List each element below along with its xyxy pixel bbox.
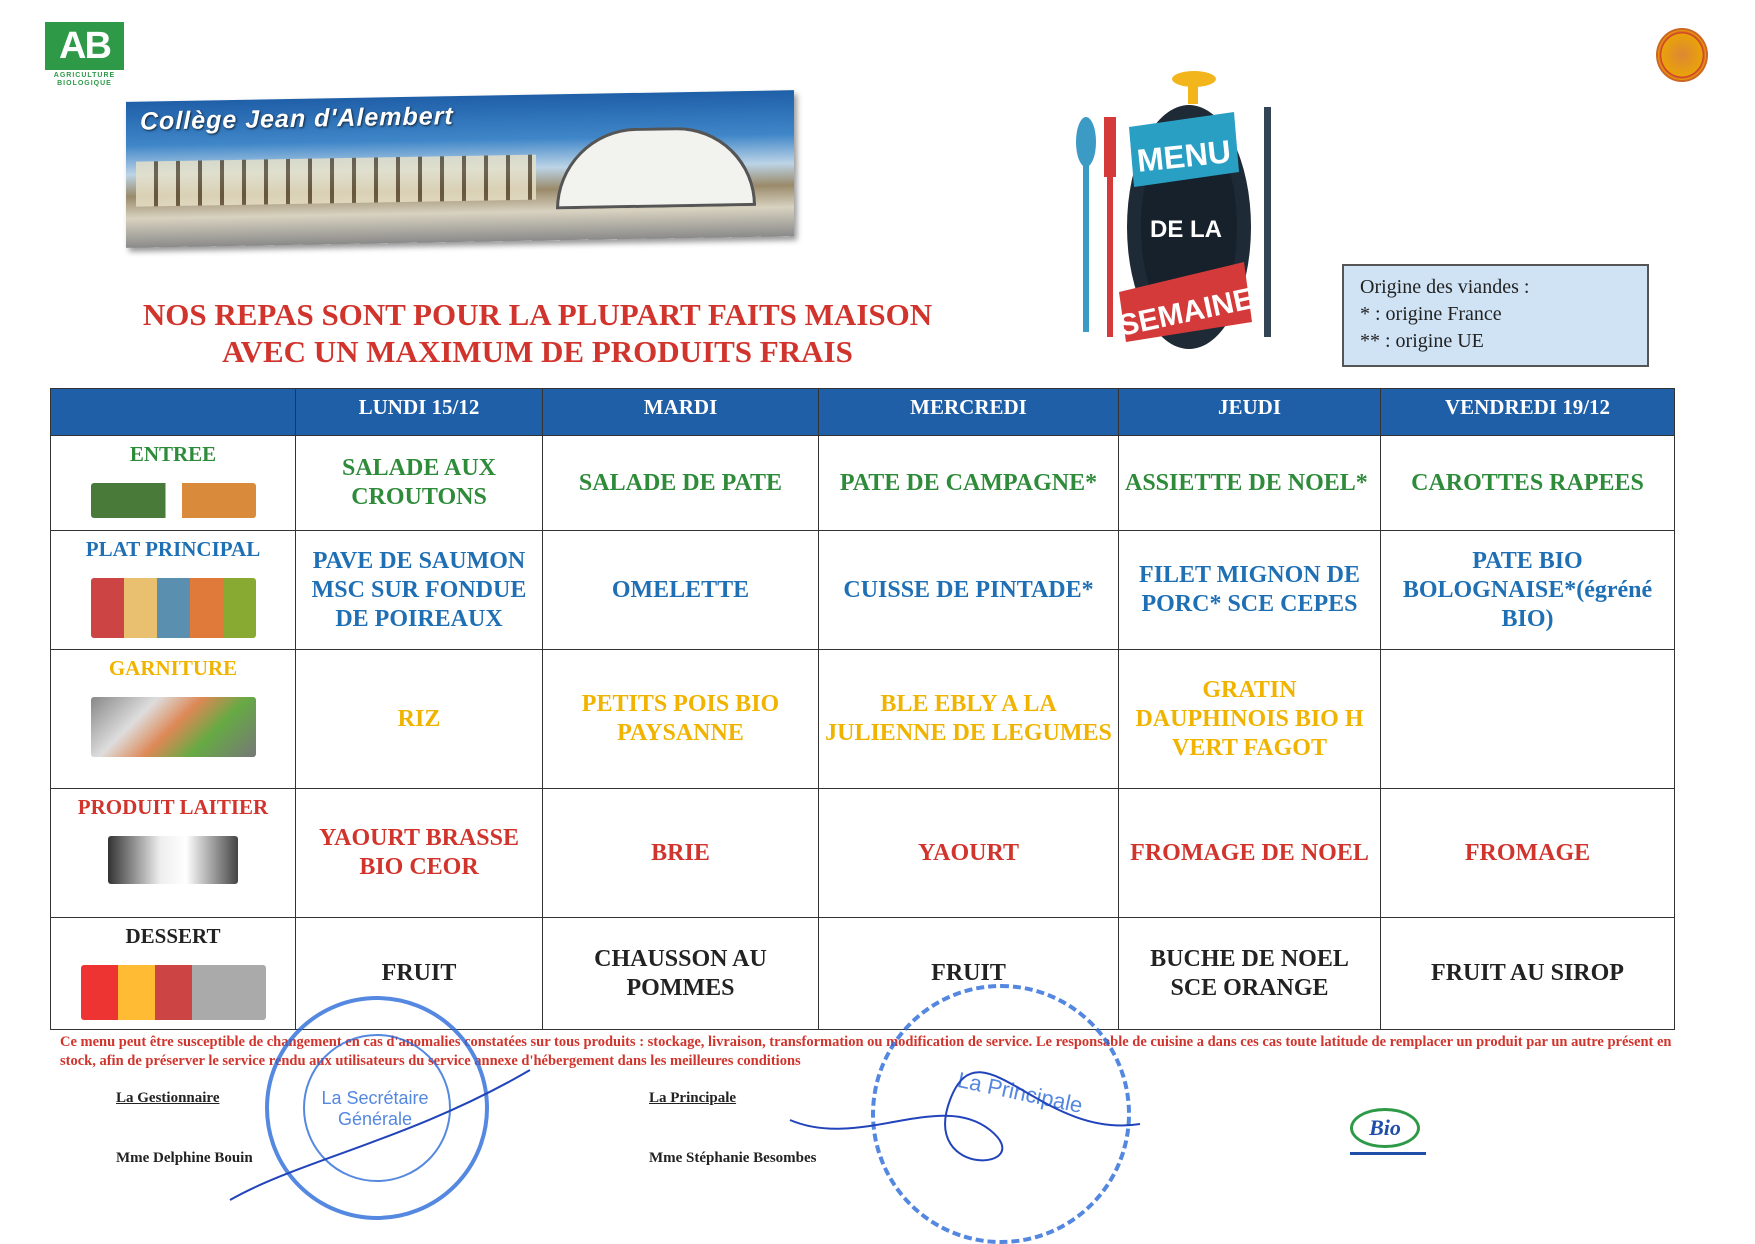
headline-line-2: AVEC UN MAXIMUM DE PRODUITS FRAIS — [222, 334, 853, 369]
day-header-1: LUNDI 15/12 — [295, 388, 543, 436]
menu-item: FILET MIGNON DE PORC* SCE CEPES — [1118, 530, 1381, 650]
dairy-image — [108, 836, 238, 884]
fork-icon — [1104, 117, 1116, 177]
category-label: PRODUIT LAITIER — [77, 795, 269, 819]
salad-pizza-image — [90, 483, 256, 518]
category-label: ENTREE — [129, 442, 217, 466]
menu-item: CHAUSSON AU POMMES — [542, 917, 819, 1030]
meat-origin-box: Origine des viandes : * : origine France… — [1342, 264, 1649, 367]
right-signature — [789, 1071, 1141, 1162]
menu-item: GRATIN DAUPHINOIS BIO H VERT FAGOT — [1118, 649, 1381, 789]
menu-item: CUISSE DE PINTADE* — [818, 530, 1119, 650]
college-name: Collège Jean d'Alembert — [140, 102, 454, 136]
menu-item: RIZ — [295, 649, 543, 789]
college-banner: Collège Jean d'Alembert — [126, 90, 794, 248]
origin-france: * : origine France — [1360, 303, 1502, 325]
left-stamp — [265, 996, 489, 1220]
quality-label-seal — [1656, 28, 1708, 82]
menu-item: PATE BIO BOLOGNAISE*(égréné BIO) — [1380, 530, 1675, 650]
menu-item: PAVE DE SAUMON MSC SUR FONDUE DE POIREAU… — [295, 530, 543, 650]
menu-item: BRIE — [542, 788, 819, 918]
category-cell: GARNITURE — [50, 649, 296, 789]
menu-item: ASSIETTE DE NOEL* — [1118, 435, 1381, 531]
day-header-row: LUNDI 15/12 MARDI MERCREDI JEUDI VENDREDI 19… — [50, 388, 1675, 436]
origin-title: Origine des viandes : — [1360, 276, 1530, 298]
menu-item: PETITS POIS BIO PAYSANNE — [542, 649, 819, 789]
building-photo — [136, 154, 536, 207]
ab-logo-subtitle: AGRICULTURE BIOLOGIQUE — [53, 72, 116, 87]
menu-row-entree: ENTREE SALADE AUX CROUTONS SALADE DE PATE P… — [50, 435, 1675, 531]
knife-icon — [1264, 107, 1271, 337]
category-cell: PLAT PRINCIPAL — [50, 530, 296, 650]
menu-item: FROMAGE — [1380, 788, 1675, 918]
origin-ue: ** : origine UE — [1360, 330, 1484, 352]
menu-item: PATE DE CAMPAGNE* — [818, 435, 1119, 531]
principale-name: Mme Stéphanie Besombes — [649, 1150, 817, 1166]
menu-row-plat-principal: PLAT PRINCIPAL PAVE DE SAUMON MSC SUR FON… — [50, 530, 1675, 650]
menu-item: BLE EBLY A LA JULIENNE DE LEGUMES — [818, 649, 1119, 789]
left-signature — [229, 1069, 531, 1201]
day-header-2: MARDI — [542, 388, 819, 436]
menu-item: CAROTTES RAPEES — [1380, 435, 1675, 531]
menu-row-produit-laitier: PRODUIT LAITIER YAOURT BRASSE BIO CEOR BRI… — [50, 788, 1675, 918]
de-la-word: DE LA — [1150, 216, 1222, 243]
bio-logo-text: Bio — [1350, 1108, 1420, 1148]
menu-item: FRUIT AU SIROP — [1380, 917, 1675, 1030]
left-stamp-text: La Secrétaire Générale — [321, 1088, 429, 1129]
menu-item: OMELETTE — [542, 530, 819, 650]
corner-cell — [50, 388, 296, 436]
spoon-icon — [1076, 117, 1096, 167]
category-label: GARNITURE — [108, 656, 238, 680]
day-header-5: VENDREDI 19/12 — [1380, 388, 1675, 436]
menu-de-la-semaine-logo: MENU DE LA SEMAINE — [1076, 71, 1271, 349]
menu-row-garniture: GARNITURE RIZ PETITS POIS BIO PAYSANNE BLE … — [50, 649, 1675, 789]
category-cell: PRODUIT LAITIER — [50, 788, 296, 918]
menu-item: YAOURT — [818, 788, 1119, 918]
bio-logo: Bio — [1350, 1108, 1428, 1158]
menu-item: FROMAGE DE NOEL — [1118, 788, 1381, 918]
headline: NOS REPAS SONT POUR LA PLUPART FAITS MAI… — [60, 296, 1015, 370]
gestionnaire-label: La Gestionnaire — [116, 1090, 220, 1106]
menu-item: SALADE AUX CROUTONS — [295, 435, 543, 531]
menu-item — [1380, 649, 1675, 789]
principale-label: La Principale — [649, 1090, 737, 1106]
menu-item: YAOURT BRASSE BIO CEOR — [295, 788, 543, 918]
menu-item: BUCHE DE NOEL SCE ORANGE — [1118, 917, 1381, 1030]
category-cell: ENTREE — [50, 435, 296, 531]
desserts-image — [80, 965, 266, 1020]
ab-logo-letters: AB — [45, 22, 124, 70]
day-header-3: MERCREDI — [818, 388, 1119, 436]
menu-row-dessert: DESSERT FRUIT CHAUSSON AU POMMES FRUIT BUCHE… — [50, 917, 1675, 1030]
side-dishes-image — [90, 697, 256, 757]
weekly-menu-table: LUNDI 15/12 MARDI MERCREDI JEUDI VENDREDI 19… — [50, 388, 1675, 1030]
category-label: DESSERT — [125, 924, 221, 948]
building-dome-photo — [556, 125, 756, 210]
headline-line-1: NOS REPAS SONT POUR LA PLUPART FAITS MAI… — [142, 297, 933, 332]
meat-fish-vegetables-image — [90, 578, 256, 638]
left-stamp-inner — [303, 1034, 451, 1182]
menu-item: SALADE DE PATE — [542, 435, 819, 531]
day-header-4: JEUDI — [1118, 388, 1381, 436]
gestionnaire-name: Mme Delphine Bouin — [116, 1150, 253, 1166]
category-cell: DESSERT — [50, 917, 296, 1030]
category-label: PLAT PRINCIPAL — [85, 537, 261, 561]
ab-organic-logo: AB AGRICULTURE BIOLOGIQUE — [45, 22, 124, 88]
